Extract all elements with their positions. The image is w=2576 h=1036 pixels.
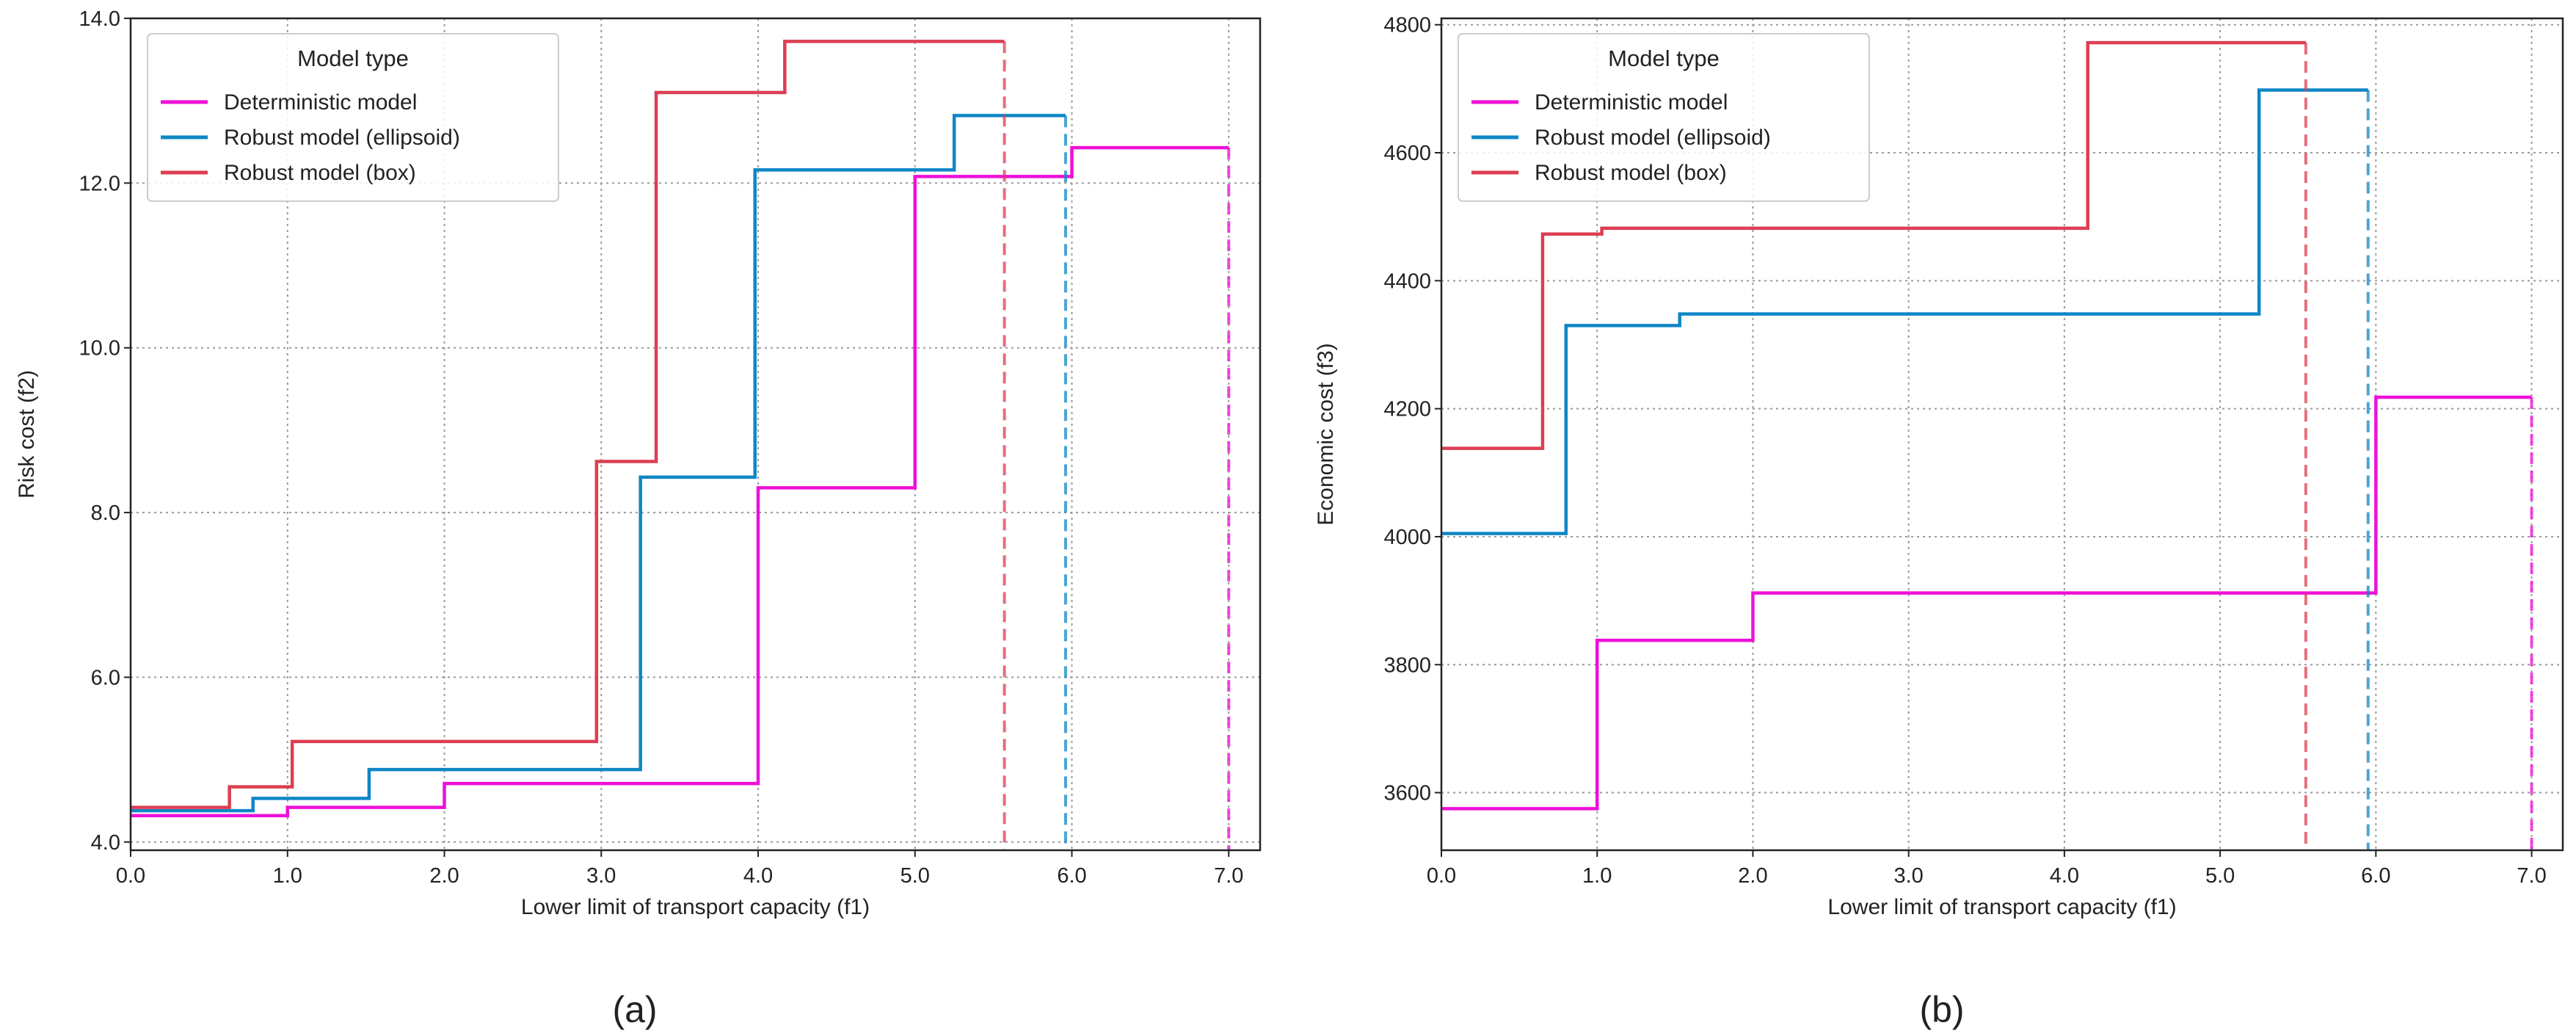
x-tick-label: 0.0	[116, 864, 145, 888]
legend-box	[147, 33, 559, 202]
y-tick-label: 8.0	[91, 501, 120, 525]
plot-frame	[1440, 17, 2564, 852]
x-tick-label: 7.0	[2517, 864, 2546, 888]
series-robust-model-ellipsoid	[1441, 88, 2368, 535]
x-tick-label: 1.0	[1582, 864, 1612, 888]
x-axis-label: Lower limit of transport capacity (f1)	[1827, 895, 2176, 919]
legend-box	[1458, 33, 1870, 202]
legend-entry-robust-model-ellipsoid: Robust model (ellipsoid)	[1535, 126, 1771, 150]
chart-economic-cost: 0.0 1.0 2.0 3.0 4.0 5.0 6.0 7.0 3600 3800 4000 4200…	[1314, 14, 2564, 919]
x-tick-label: 3.0	[1894, 864, 1924, 888]
legend-title: Model type	[1608, 46, 1720, 71]
x-tick-label: 6.0	[2361, 864, 2390, 888]
x-tick-label: 1.0	[273, 864, 302, 888]
series-robust-model-box	[131, 40, 1005, 809]
panel-label-a: (a)	[612, 989, 657, 1030]
y-tick-label: 4800	[1383, 14, 1431, 37]
series-robust-model-box	[1441, 40, 2306, 450]
legend-entry-robust-model-ellipsoid: Robust model (ellipsoid)	[224, 126, 460, 150]
legend: Model type Deterministic model Robust mode…	[147, 33, 559, 202]
legend-entry-deterministic-model: Deterministic model	[224, 90, 417, 115]
y-tick-label: 3800	[1383, 653, 1431, 677]
panel-label-b: (b)	[1919, 989, 1964, 1030]
y-tick-label: 4000	[1383, 526, 1431, 549]
y-tick-label: 14.0	[79, 7, 120, 31]
legend: Model type Deterministic model Robust mode…	[1458, 33, 1870, 202]
legend-entry-robust-model-box: Robust model (box)	[1535, 161, 1727, 185]
legend-title: Model type	[297, 46, 409, 71]
y-tick-label: 4.0	[91, 831, 120, 855]
chart-risk-cost: 0.0 1.0 2.0 3.0 4.0 5.0 6.0 7.0 4.0 6.0 8.0 10.0 12.…	[15, 7, 1262, 919]
x-tick-label: 7.0	[1214, 864, 1243, 888]
y-tick-label: 4600	[1383, 142, 1431, 165]
x-tick-label: 6.0	[1057, 864, 1086, 888]
series-deterministic-model	[131, 145, 1229, 818]
y-tick-label: 3600	[1383, 782, 1431, 805]
y-axis-label: Risk cost (f2)	[15, 370, 39, 499]
y-tick-label: 4200	[1383, 398, 1431, 421]
x-tick-label: 0.0	[1427, 864, 1456, 888]
x-tick-label: 4.0	[2050, 864, 2079, 888]
series-robust-model-ellipsoid	[131, 114, 1066, 813]
y-tick-label: 6.0	[91, 666, 120, 689]
x-tick-label: 3.0	[586, 864, 616, 888]
x-tick-label: 5.0	[900, 864, 930, 888]
x-tick-label: 5.0	[2205, 864, 2235, 888]
x-tick-label: 2.0	[1738, 864, 1767, 888]
y-tick-label: 10.0	[79, 337, 120, 361]
y-tick-label: 12.0	[79, 172, 120, 195]
legend-entry-robust-model-box: Robust model (box)	[224, 161, 416, 185]
y-tick-label: 4400	[1383, 269, 1431, 293]
y-axis-label: Economic cost (f3)	[1314, 343, 1338, 525]
x-tick-label: 4.0	[743, 864, 773, 888]
legend-entry-deterministic-model: Deterministic model	[1535, 90, 1728, 115]
x-axis-label: Lower limit of transport capacity (f1)	[521, 895, 870, 919]
plot-frame	[129, 17, 1262, 852]
series-deterministic-model	[1441, 395, 2532, 811]
x-tick-label: 2.0	[429, 864, 459, 888]
